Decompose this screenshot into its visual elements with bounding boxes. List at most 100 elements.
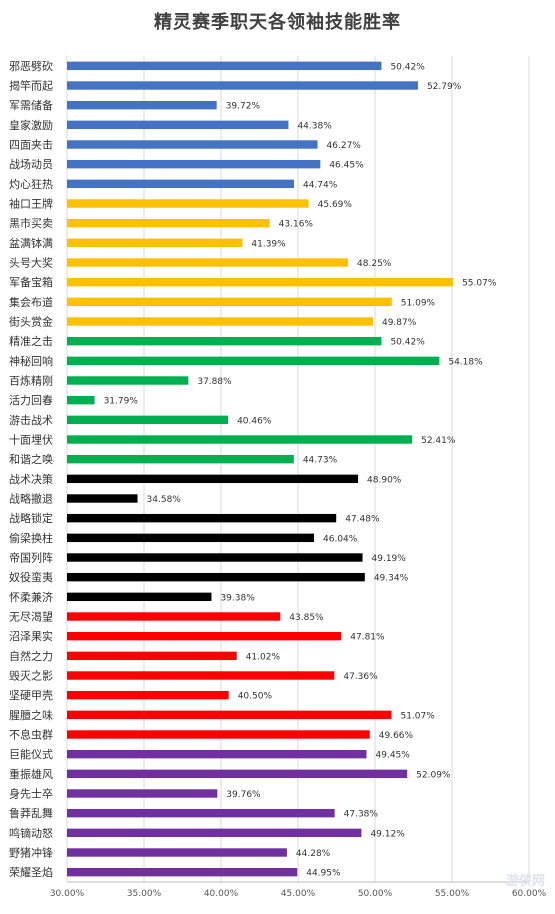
bar	[67, 808, 335, 818]
data-label: 49.87%	[382, 318, 417, 328]
category-label: 皇家激励	[9, 118, 53, 132]
category-label: 盆满钵满	[9, 236, 53, 250]
bar	[67, 867, 298, 877]
category-label: 神秘回响	[9, 354, 53, 368]
category-label: 袖口王牌	[9, 197, 53, 211]
bar	[67, 651, 237, 661]
data-label: 52.09%	[416, 770, 451, 780]
bar	[67, 120, 289, 130]
x-tick-label: 55.00%	[435, 889, 470, 899]
category-label: 野猪冲锋	[9, 846, 53, 860]
data-label: 48.25%	[357, 259, 392, 269]
bar	[67, 277, 454, 287]
bar	[67, 769, 408, 779]
data-label: 50.42%	[390, 338, 425, 348]
x-tick-label: 50.00%	[358, 889, 393, 899]
bar	[67, 730, 370, 739]
data-label: 39.72%	[226, 102, 261, 112]
bar	[67, 828, 362, 838]
bar	[67, 671, 335, 680]
data-label: 31.79%	[104, 397, 139, 407]
data-label: 41.02%	[246, 652, 281, 662]
data-label: 49.19%	[372, 554, 407, 564]
chart-title: 精灵赛季职天各领袖技能胜率	[154, 12, 401, 33]
bar	[67, 533, 315, 543]
data-label: 37.88%	[197, 377, 232, 387]
bar	[67, 179, 294, 189]
category-label: 灼心狂热	[9, 177, 53, 191]
watermark: 游侠网	[506, 873, 545, 889]
bar	[67, 631, 342, 641]
bar	[67, 356, 440, 366]
category-label: 精准之击	[9, 334, 53, 348]
category-label: 毁灭之影	[9, 669, 53, 683]
data-label: 49.12%	[370, 829, 405, 839]
data-label: 39.38%	[220, 593, 255, 603]
category-label: 战场动员	[9, 157, 53, 171]
data-label: 46.45%	[329, 161, 364, 171]
category-label: 四面夹击	[9, 139, 53, 152]
data-label: 40.46%	[237, 416, 272, 426]
bar	[67, 690, 229, 700]
category-label: 军需储备	[9, 98, 53, 112]
data-label: 47.81%	[350, 633, 385, 643]
category-label: 头号大奖	[9, 256, 53, 270]
x-tick-label: 45.00%	[281, 889, 316, 899]
category-label: 巨能仪式	[9, 747, 53, 761]
category-label: 和谐之唤	[9, 452, 53, 466]
bar	[67, 513, 337, 523]
data-label: 48.90%	[367, 475, 402, 485]
bar	[67, 749, 367, 759]
x-tick-label: 30.00%	[50, 889, 85, 899]
bar	[67, 415, 229, 425]
data-label: 46.04%	[323, 534, 358, 544]
bar	[67, 789, 218, 798]
category-label: 活力回春	[9, 394, 53, 407]
category-label: 奴役蛮夷	[9, 570, 53, 584]
bar	[67, 238, 243, 248]
category-label: 游击战术	[9, 414, 53, 427]
bar	[67, 848, 287, 857]
data-label: 40.50%	[238, 692, 273, 702]
category-label: 荣耀圣焰	[9, 865, 53, 879]
data-label: 43.16%	[279, 220, 314, 230]
category-label: 黑市买卖	[9, 216, 53, 230]
category-label: 自然之力	[9, 649, 53, 663]
data-label: 49.34%	[374, 574, 409, 584]
category-label: 百炼精刚	[9, 374, 53, 388]
bar	[67, 376, 189, 385]
category-label: 鸣镝动怒	[9, 826, 53, 840]
data-label: 52.79%	[427, 82, 462, 92]
category-label: 无尽渴望	[9, 611, 53, 624]
bar	[67, 710, 392, 720]
data-label: 49.45%	[376, 751, 411, 761]
bar	[67, 435, 413, 444]
category-label: 帝国列阵	[9, 551, 53, 565]
data-label: 49.66%	[379, 731, 414, 741]
category-label: 沼泽果实	[9, 629, 53, 643]
bar	[67, 553, 363, 562]
bar	[67, 297, 392, 307]
data-label: 50.42%	[390, 62, 425, 72]
bar	[67, 140, 318, 149]
category-label: 鲁莽乱舞	[9, 806, 53, 820]
data-label: 47.36%	[343, 672, 378, 682]
data-label: 46.27%	[327, 141, 362, 151]
category-label: 集会布道	[9, 295, 53, 309]
bar	[67, 494, 138, 503]
bar	[67, 572, 365, 582]
data-label: 43.85%	[289, 613, 324, 623]
bar	[67, 592, 212, 602]
bar	[67, 612, 281, 621]
data-label: 51.07%	[400, 711, 435, 721]
category-label: 战略撤退	[9, 492, 53, 506]
data-label: 47.38%	[344, 810, 379, 820]
bar	[67, 61, 382, 71]
data-label: 44.95%	[306, 869, 341, 879]
data-label: 51.09%	[401, 298, 436, 308]
bar	[67, 81, 418, 90]
x-tick-label: 35.00%	[127, 889, 162, 899]
data-label: 34.58%	[147, 495, 182, 505]
bar	[67, 454, 294, 464]
